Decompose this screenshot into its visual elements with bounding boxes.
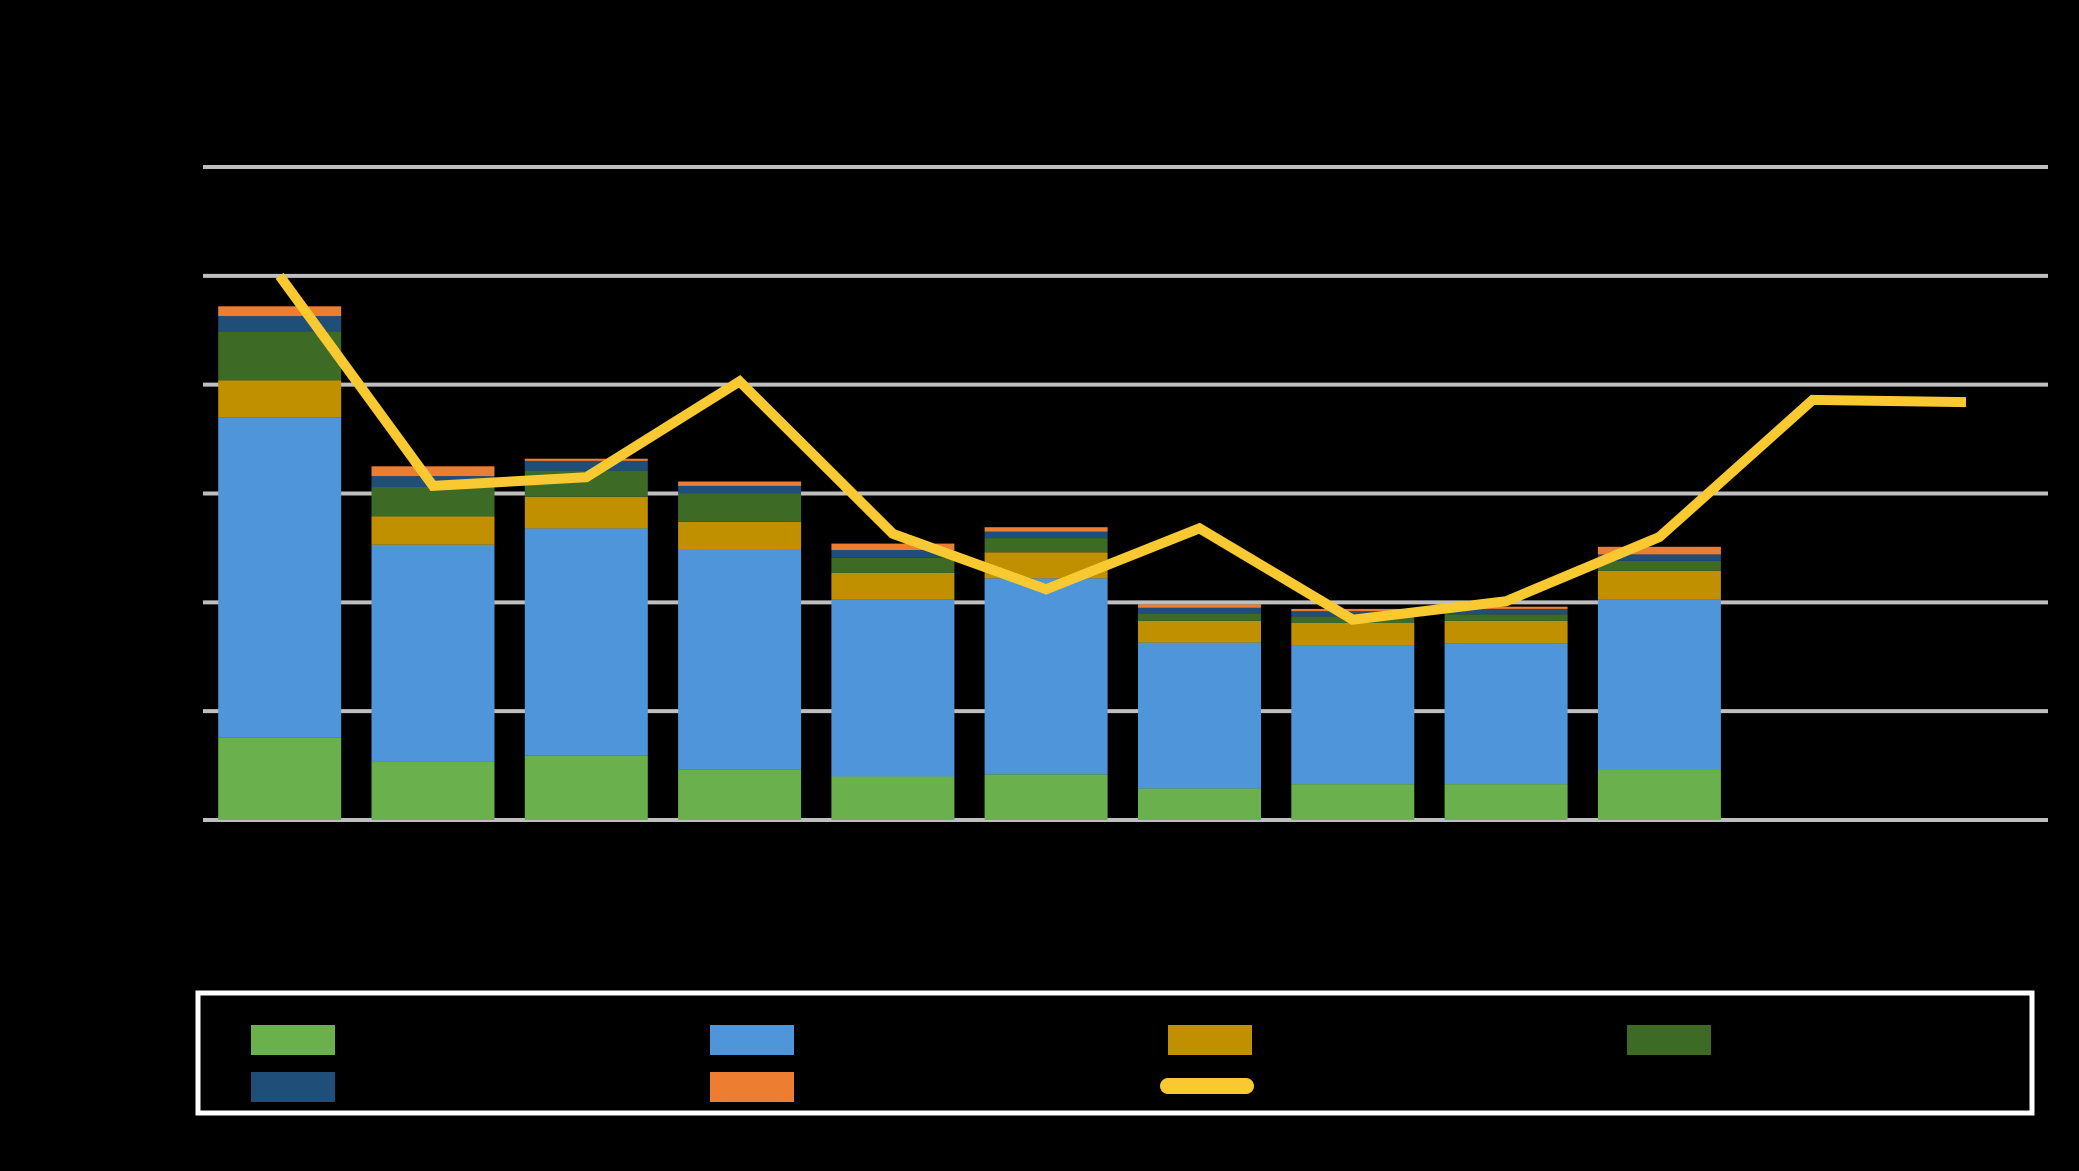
legend-swatch [1168, 1025, 1252, 1055]
bar-segment [524, 528, 648, 756]
bar-segment [1138, 604, 1261, 608]
bar-segment [831, 572, 955, 599]
bar-segment [678, 549, 802, 770]
bar-segment [984, 578, 1108, 775]
bar-segment [524, 460, 648, 471]
line-series-path [275, 272, 1967, 625]
bar-segment [1291, 608, 1415, 612]
bar-segment [1597, 769, 1721, 820]
bar-segment [371, 761, 495, 820]
bar-segment [218, 306, 342, 317]
gridlines [203, 165, 2048, 822]
bar-segment [1444, 606, 1568, 609]
bar-segment [678, 493, 802, 522]
bar-segment [524, 496, 648, 529]
bar-segment [678, 485, 802, 494]
bar-segment [1291, 645, 1415, 785]
bar-segment [984, 527, 1108, 532]
bar-segment [678, 521, 802, 549]
bar-segment [1597, 554, 1721, 561]
legend-box [195, 990, 2035, 1116]
legend-swatch [710, 1025, 794, 1055]
bar-segment [371, 516, 495, 545]
bar-segment [1138, 788, 1261, 820]
bar-segment [371, 466, 495, 477]
bar-segment [831, 776, 955, 820]
bar-segment [1291, 623, 1415, 646]
legend [195, 990, 2035, 1116]
bar-segment [1291, 784, 1415, 820]
bar-segment [1291, 611, 1415, 617]
bar-segment [218, 737, 342, 820]
bar-segment [1138, 642, 1261, 789]
bar-segment [218, 417, 342, 738]
bar-segment [1444, 620, 1568, 644]
bar-segment [1444, 608, 1568, 615]
bar-segment [1444, 643, 1568, 785]
bar-segment [984, 774, 1108, 820]
bar-segment [1444, 784, 1568, 820]
legend-swatch [251, 1072, 335, 1102]
legend-swatch [1627, 1025, 1711, 1055]
bar-segment [984, 538, 1108, 553]
bar-segment [831, 599, 955, 777]
bar-segment [1597, 570, 1721, 600]
legend-swatch [251, 1025, 335, 1055]
line-series [275, 272, 1967, 625]
bar-segment [678, 481, 802, 486]
bar-segment [1597, 599, 1721, 770]
bar-segment [678, 769, 802, 820]
bar-segment [1597, 561, 1721, 571]
bar-segment [831, 550, 955, 558]
bar-segment [1597, 546, 1721, 555]
bar-segment [218, 380, 342, 418]
bar-segment [1444, 614, 1568, 621]
bar-segment [1138, 620, 1261, 643]
legend-swatch [710, 1072, 794, 1102]
bar-segment [831, 557, 955, 573]
bars [218, 306, 1721, 820]
bar-segment [1138, 613, 1261, 621]
bar-segment [1138, 607, 1261, 614]
bar-segment [371, 544, 495, 762]
bar-segment [524, 458, 648, 461]
bar-segment [831, 543, 955, 551]
bar-segment [984, 531, 1108, 539]
bar-segment [371, 487, 495, 517]
bar-segment [524, 755, 648, 820]
